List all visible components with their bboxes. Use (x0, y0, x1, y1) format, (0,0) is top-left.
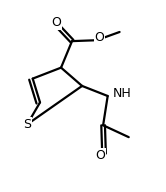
Text: NH: NH (112, 87, 131, 100)
Text: O: O (94, 31, 104, 44)
Text: O: O (95, 149, 105, 162)
Text: O: O (51, 16, 61, 29)
Text: S: S (23, 118, 31, 131)
